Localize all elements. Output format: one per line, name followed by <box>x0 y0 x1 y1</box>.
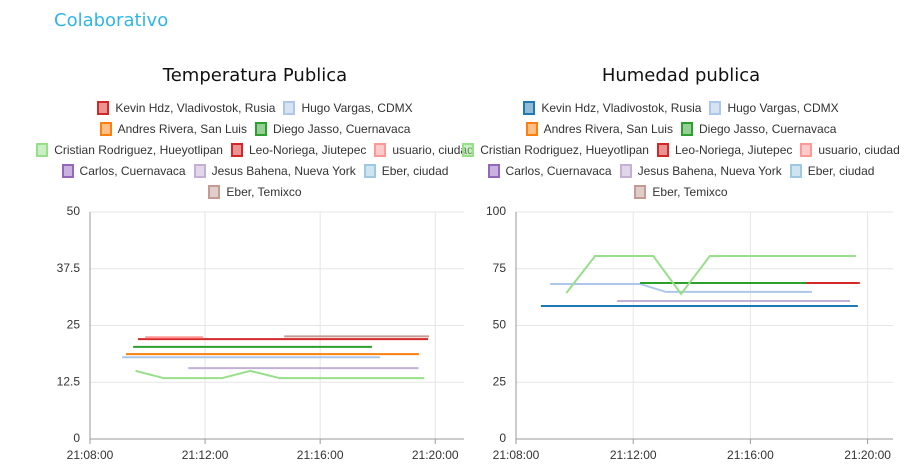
x-tick-label: 21:20:00 <box>412 448 459 462</box>
x-tick-label: 21:12:00 <box>610 448 657 462</box>
chart-title: Humedad publica <box>601 65 761 86</box>
legend-item: Eber, ciudad <box>363 163 449 178</box>
legend-item: Kevin Hdz, Vladivostok, Rusia <box>97 100 275 115</box>
legend-swatch <box>789 163 802 178</box>
y-tick-label: 12.5 <box>57 374 81 388</box>
x-tick-label: 21:16:00 <box>297 448 344 462</box>
legend-swatch <box>634 184 647 199</box>
legend-label: Jesus Bahena, Nueva York <box>211 163 356 178</box>
legend-swatch <box>487 163 500 178</box>
legend-item: Eber, ciudad <box>789 163 875 178</box>
legend-label: Eber, ciudad <box>807 163 875 178</box>
legend-swatch <box>656 142 669 157</box>
legend-swatch <box>61 163 74 178</box>
legend-item: Jesus Bahena, Nueva York <box>619 163 782 178</box>
legend-item: Hugo Vargas, CDMX <box>709 100 839 115</box>
series-line <box>550 282 812 293</box>
legend-wrap: Kevin Hdz, Vladivostok, Rusia Hugo Vargas… <box>25 100 485 199</box>
legend-swatch <box>374 142 387 157</box>
section-title: Colaborativo <box>54 10 169 31</box>
legend-swatch <box>283 100 296 115</box>
y-tick-label: 100 <box>486 204 506 218</box>
legend-label: Leo-Noriega, Jiutepec <box>248 142 367 157</box>
legend-item: Carlos, Cuernavaca <box>487 163 612 178</box>
y-tick-label: 50 <box>493 318 507 332</box>
chart-title: Temperatura Publica <box>162 65 348 86</box>
x-tick-label: 21:16:00 <box>727 448 774 462</box>
chart-panel: Humedad publica Kevin Hdz, Vladivostok, R… <box>462 62 900 470</box>
legend-swatch <box>619 163 632 178</box>
legend-swatch <box>193 163 206 178</box>
x-tick-label: 21:12:00 <box>182 448 229 462</box>
legend-label: Hugo Vargas, CDMX <box>301 100 413 115</box>
legend-item: Carlos, Cuernavaca <box>61 163 186 178</box>
legend-item: Jesus Bahena, Nueva York <box>193 163 356 178</box>
legend-label: Leo-Noriega, Jiutepec <box>674 142 793 157</box>
plot: 0 12.5 25 37.5 50 21:08:00 21:12:00 21:16:00 21:… <box>57 204 464 462</box>
y-tick-label: 37.5 <box>57 261 81 275</box>
y-tick-label: 0 <box>73 431 80 445</box>
legend-swatch <box>800 142 813 157</box>
legend-label: Diego Jasso, Cuernavaca <box>698 121 837 136</box>
legend-swatch <box>97 100 110 115</box>
chart-panel: Temperatura Publica Kevin Hdz, Vladivosto… <box>36 62 474 470</box>
legend-label: Hugo Vargas, CDMX <box>727 100 839 115</box>
legend-label: Eber, Temixco <box>652 184 728 199</box>
legend-label: usuario, ciudad <box>818 142 900 157</box>
legend-item: Eber, Temixco <box>634 184 728 199</box>
legend-swatch <box>36 142 49 157</box>
legend-swatch <box>208 184 221 199</box>
plot: 0 25 50 75 100 21:08:00 21:12:00 21:16:00 21:20:… <box>486 204 893 462</box>
legend-label: Carlos, Cuernavaca <box>79 163 186 178</box>
y-tick-label: 0 <box>499 431 506 445</box>
y-tick-label: 50 <box>67 204 81 218</box>
legend-label: Carlos, Cuernavaca <box>505 163 612 178</box>
legend-label: Diego Jasso, Cuernavaca <box>272 121 411 136</box>
legend-item: usuario, ciudad <box>800 142 900 157</box>
legend-label: Cristian Rodriguez, Hueyotlipan <box>54 142 223 157</box>
series-line <box>135 369 425 380</box>
legend-item: Andres Rivera, San Luis <box>99 121 247 136</box>
x-tick-label: 21:08:00 <box>493 448 540 462</box>
legend-swatch <box>525 121 538 136</box>
y-tick-label: 25 <box>67 318 81 332</box>
legend-label: usuario, ciudad <box>392 142 474 157</box>
x-tick-label: 21:08:00 <box>67 448 114 462</box>
legend-swatch <box>254 121 267 136</box>
legend-swatch <box>99 121 112 136</box>
legend-item: Leo-Noriega, Jiutepec <box>230 142 367 157</box>
legend-item: Leo-Noriega, Jiutepec <box>656 142 793 157</box>
legend-label: Andres Rivera, San Luis <box>117 121 247 136</box>
legend-swatch <box>363 163 376 178</box>
legend-item: Eber, Temixco <box>208 184 302 199</box>
x-tick-label: 21:20:00 <box>844 448 891 462</box>
legend-swatch <box>523 100 536 115</box>
legend-item: Cristian Rodriguez, Hueyotlipan <box>36 142 223 157</box>
legend-label: Eber, ciudad <box>381 163 449 178</box>
legend-swatch <box>230 142 243 157</box>
legend-item: Cristian Rodriguez, Hueyotlipan <box>462 142 649 157</box>
legend-wrap: Kevin Hdz, Vladivostok, Rusia Hugo Vargas… <box>451 100 911 199</box>
legend-item: usuario, ciudad <box>374 142 474 157</box>
legend-item: Hugo Vargas, CDMX <box>283 100 413 115</box>
legend-item: Diego Jasso, Cuernavaca <box>680 121 837 136</box>
legend-swatch <box>462 142 475 157</box>
legend-label: Kevin Hdz, Vladivostok, Rusia <box>541 100 702 115</box>
legend: Kevin Hdz, Vladivostok, Rusia Hugo Vargas… <box>35 100 475 199</box>
legend-label: Eber, Temixco <box>226 184 302 199</box>
y-tick-label: 75 <box>493 261 507 275</box>
legend-label: Kevin Hdz, Vladivostok, Rusia <box>115 100 276 115</box>
legend-item: Diego Jasso, Cuernavaca <box>254 121 411 136</box>
series-line <box>565 255 856 296</box>
legend-label: Jesus Bahena, Nueva York <box>637 163 782 178</box>
legend-item: Andres Rivera, San Luis <box>525 121 673 136</box>
legend-swatch <box>709 100 722 115</box>
legend-label: Andres Rivera, San Luis <box>543 121 673 136</box>
legend-item: Kevin Hdz, Vladivostok, Rusia <box>523 100 701 115</box>
legend-swatch <box>680 121 693 136</box>
legend: Kevin Hdz, Vladivostok, Rusia Hugo Vargas… <box>461 100 901 199</box>
y-tick-label: 25 <box>493 374 507 388</box>
legend-label: Cristian Rodriguez, Hueyotlipan <box>480 142 649 157</box>
